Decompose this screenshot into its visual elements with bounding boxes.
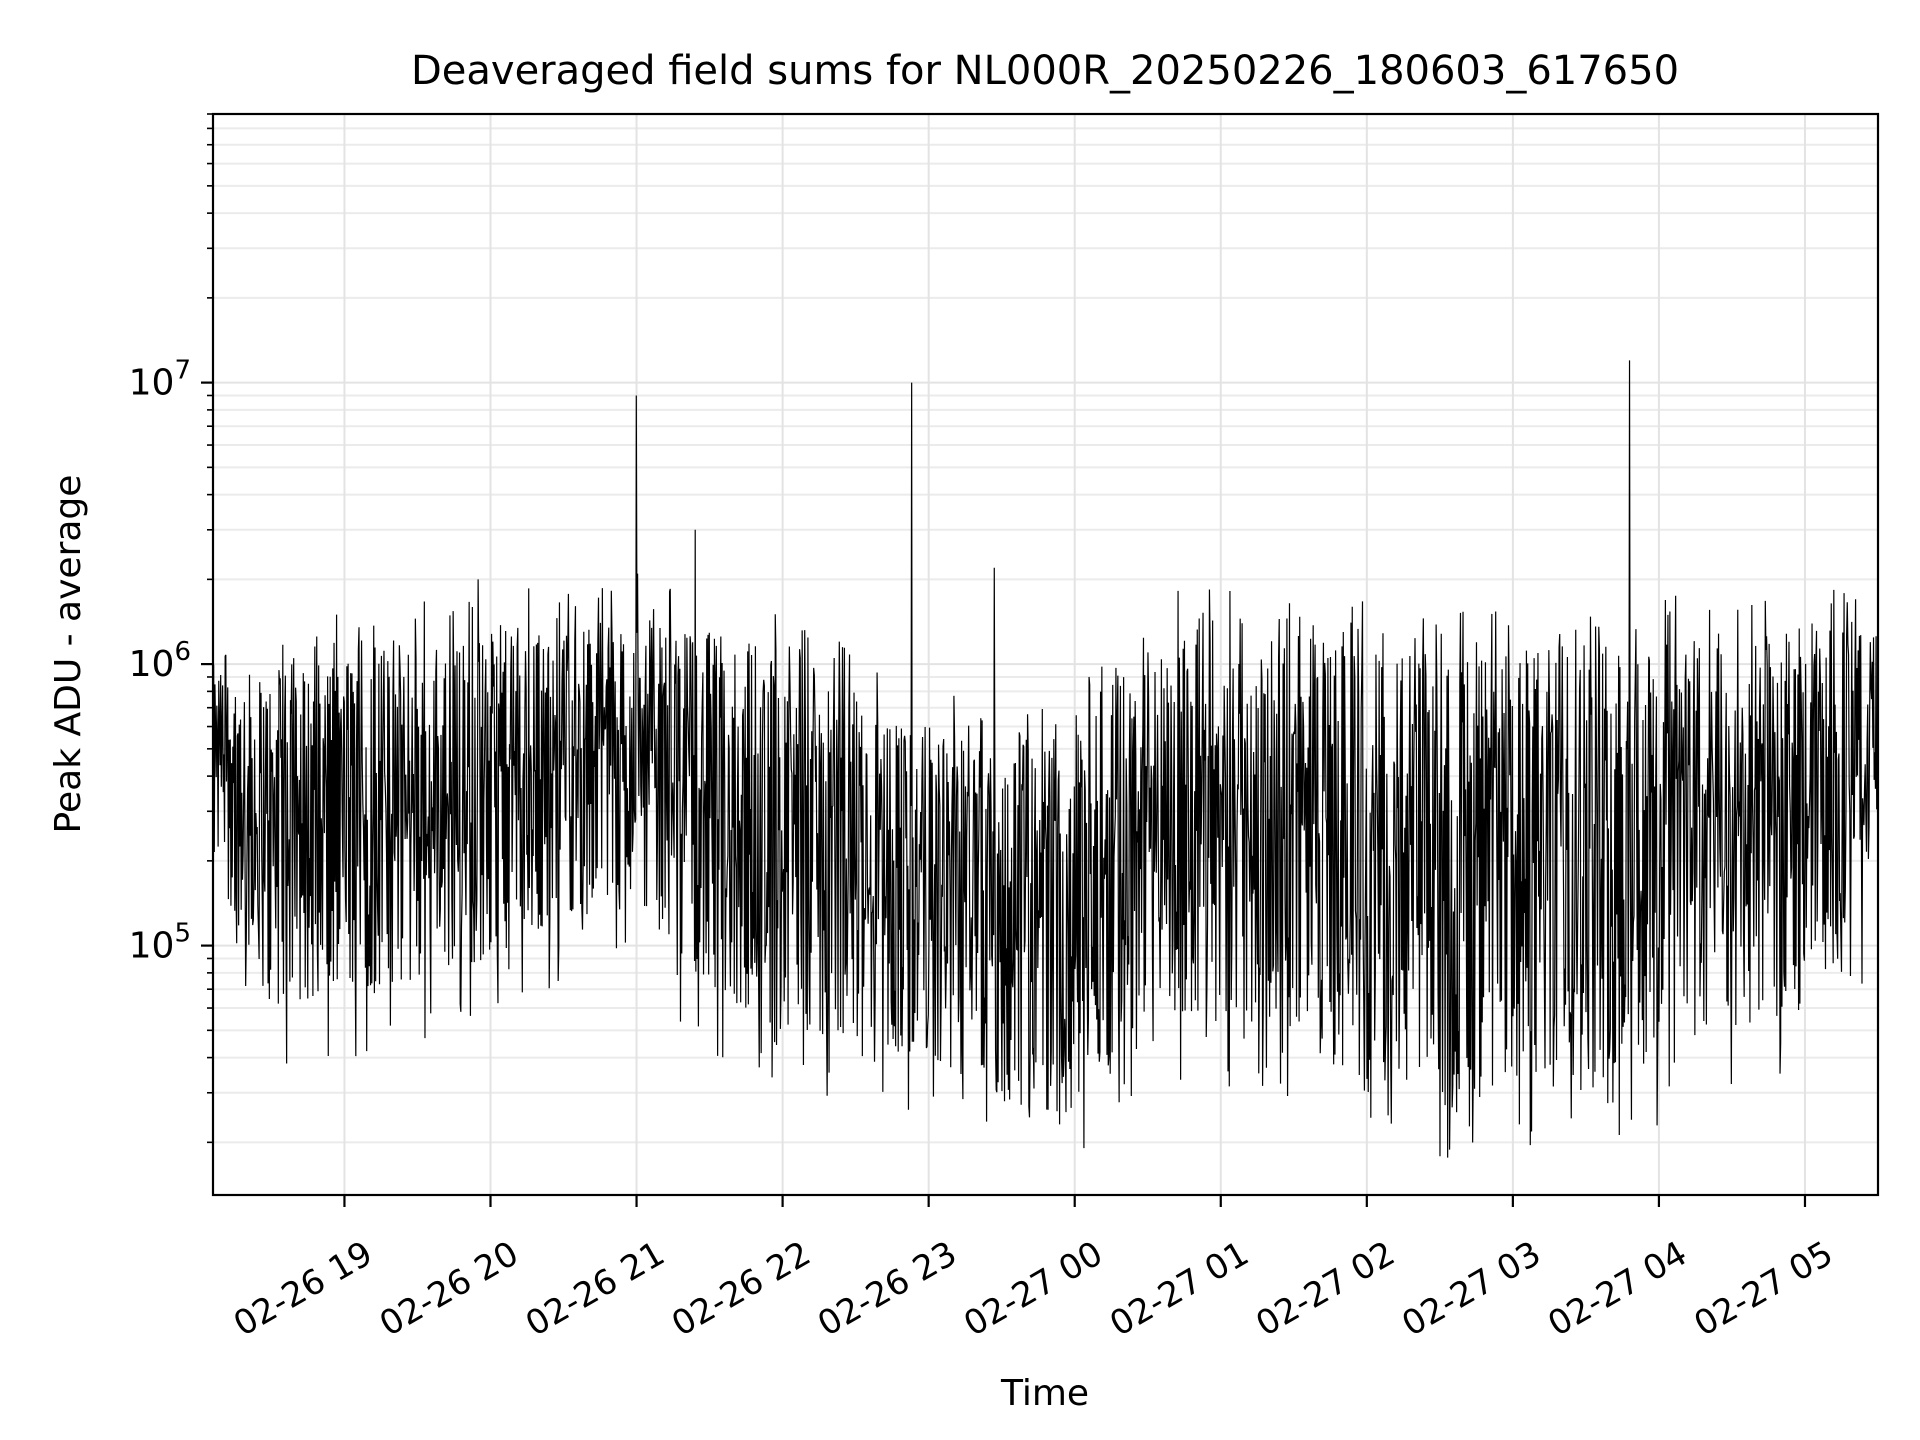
chart-title: Deaveraged field sums for NL000R_2025022…	[411, 48, 1679, 94]
y-tick-label: 105	[129, 919, 191, 967]
y-tick-label: 106	[129, 637, 191, 685]
x-axis-label: Time	[1000, 1373, 1089, 1414]
y-axis-label: Peak ADU - average	[48, 475, 89, 834]
y-tick-labels: 105 106 107	[129, 356, 191, 967]
series-0	[212, 360, 1879, 1158]
series-line	[212, 360, 1879, 1158]
y-tick-label: 107	[129, 356, 191, 404]
plot-frame	[211, 112, 1880, 1197]
axis-ticks	[201, 113, 1807, 1207]
